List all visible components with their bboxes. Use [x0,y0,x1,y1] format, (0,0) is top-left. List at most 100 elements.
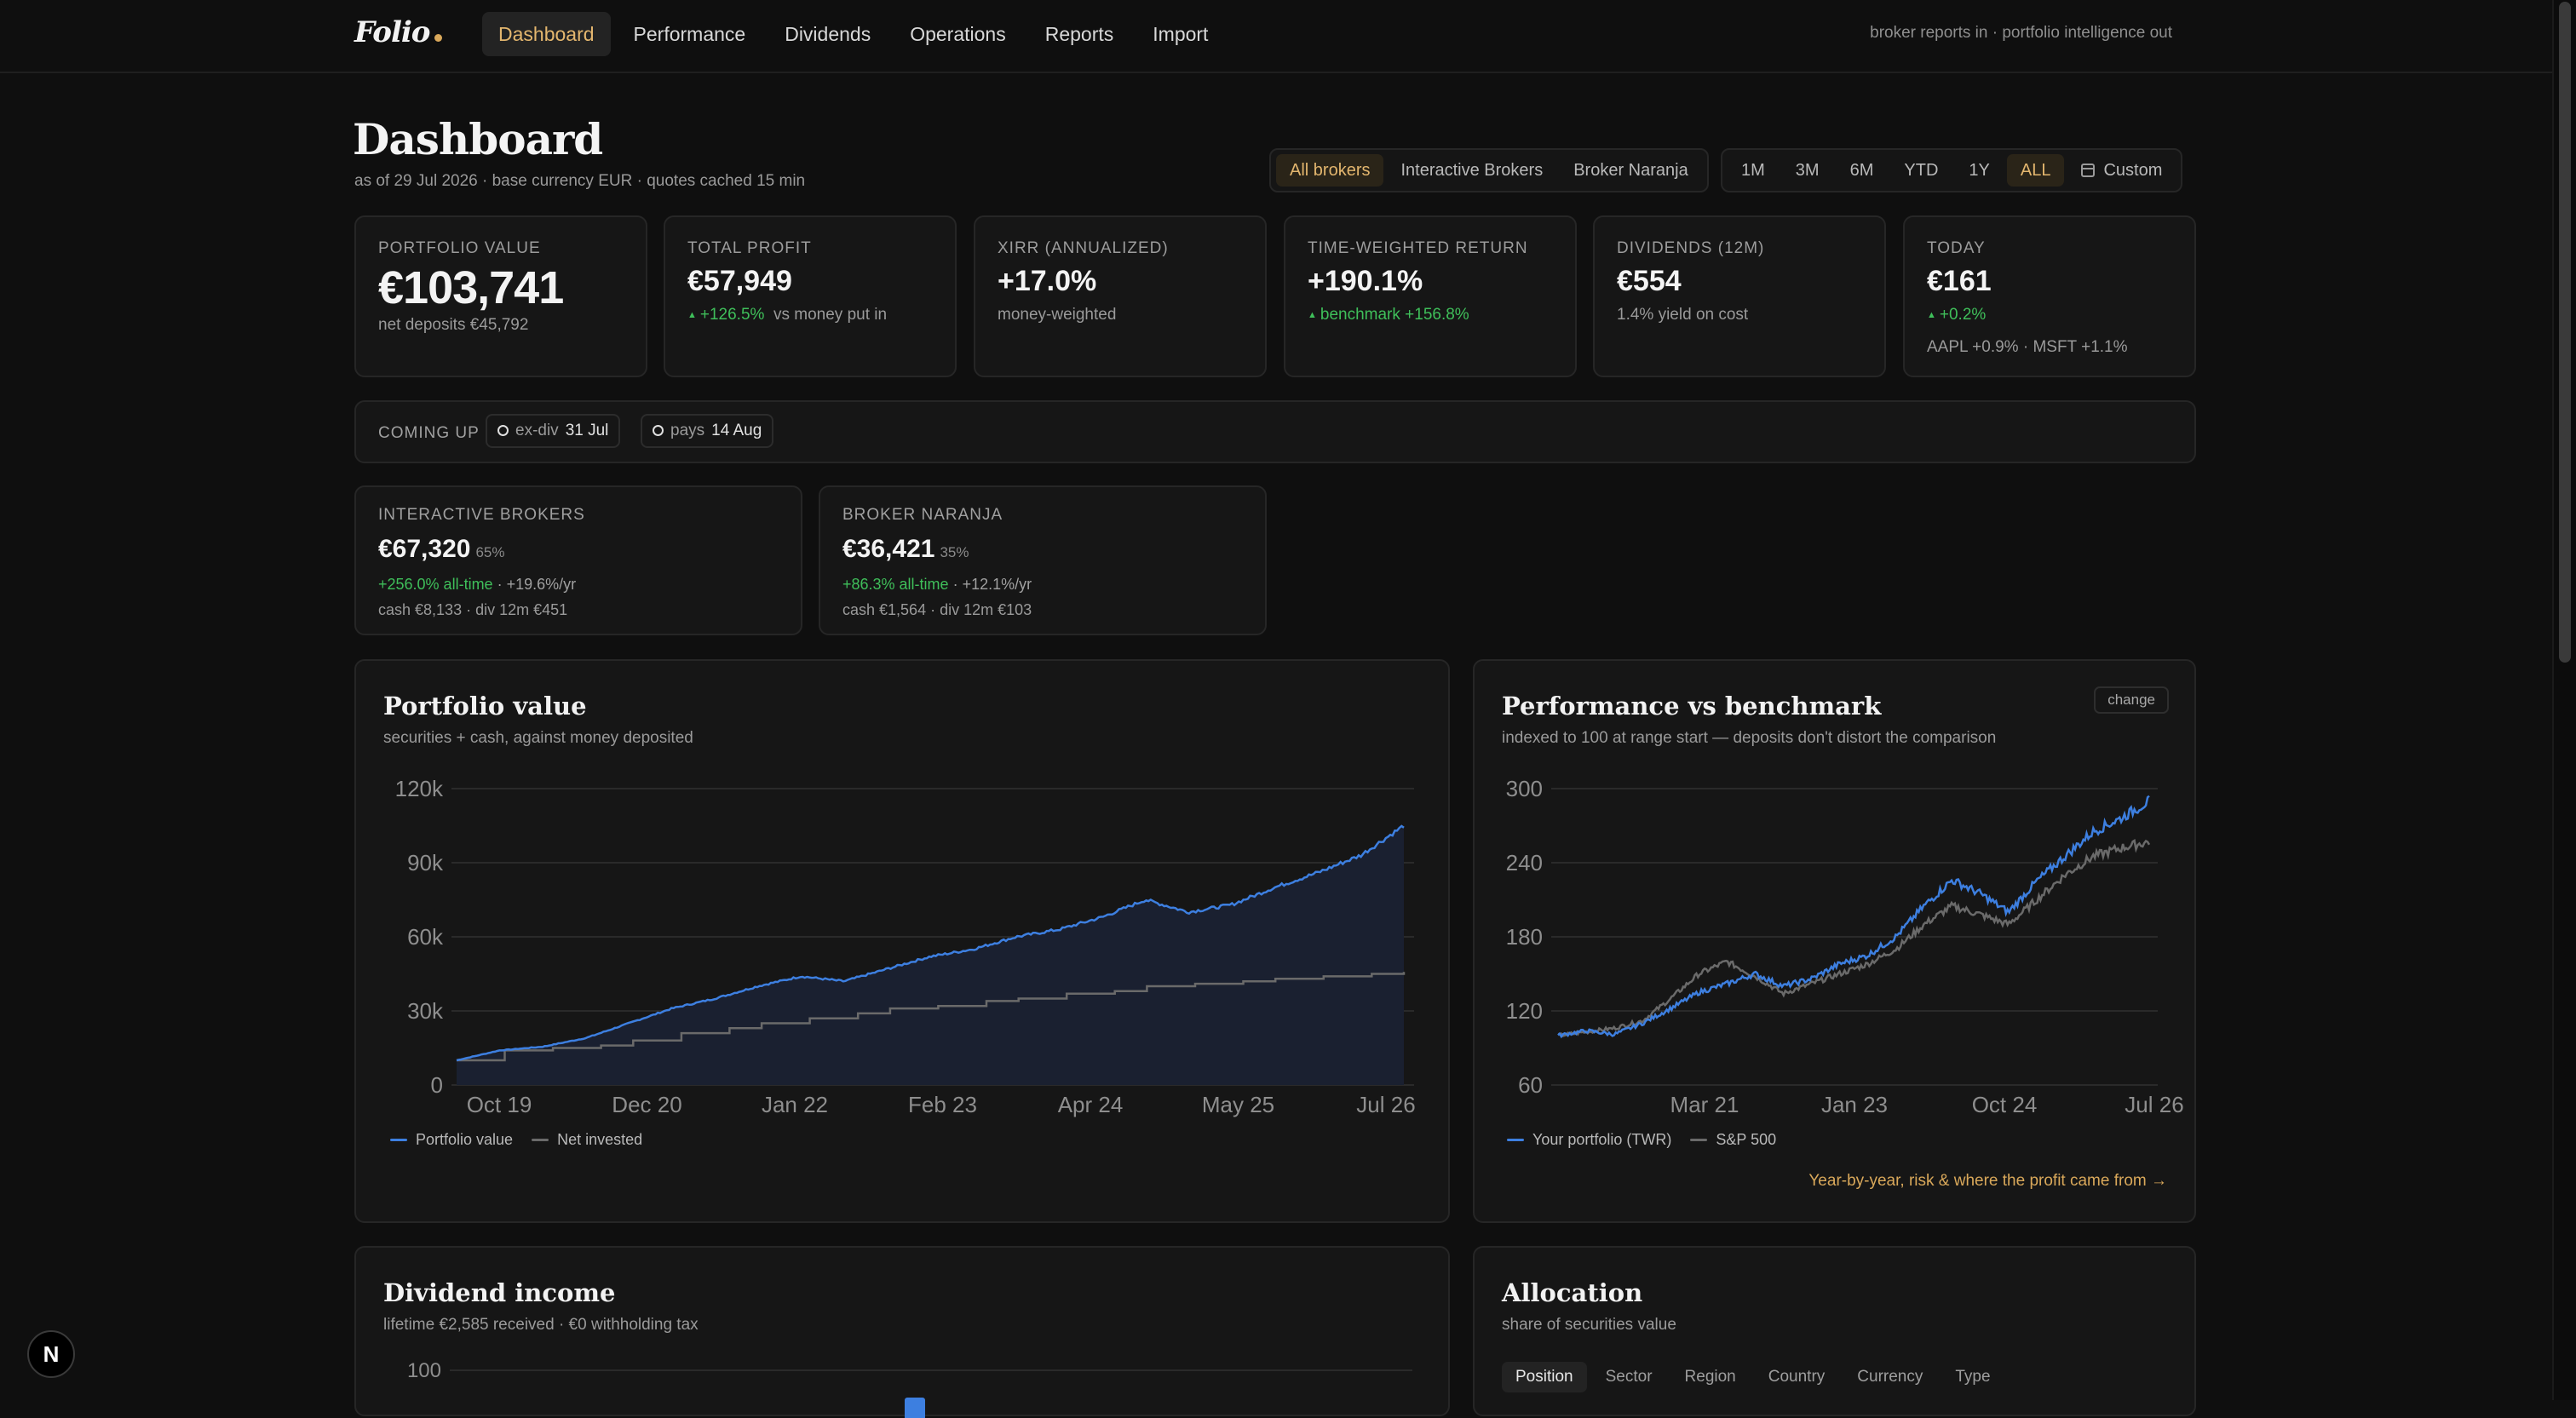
y-tick-label: 0 [431,1072,443,1098]
allocation-tabs: Position Sector Region Country Currency … [1502,1362,2004,1392]
y-tick-label: 100 [407,1359,441,1382]
kpi-change: ▲ benchmark +156.8% [1308,306,1469,324]
coming-up-bar: COMING UP ex-div 31 Jul pays 14 Aug [354,400,2196,463]
chart-subtitle: share of securities value [1502,1316,1676,1334]
app-logo[interactable]: Folio [354,15,443,49]
x-tick-label: Mar 21 [1670,1092,1739,1117]
broker-card-naranja[interactable]: BROKER NARANJA €36,421 35% +86.3% all-tim… [819,485,1267,635]
scrollbar-thumb[interactable] [2559,2,2571,663]
filter-interactive-brokers[interactable]: Interactive Brokers [1400,161,1544,180]
legend-item: S&P 500 [1690,1131,1776,1149]
tab-currency[interactable]: Currency [1857,1368,1923,1386]
kpi-value: €57,949 [687,265,792,297]
nav-performance[interactable]: Performance [633,23,746,45]
legend-swatch-icon [1507,1139,1524,1141]
legend-swatch-icon [1690,1139,1708,1141]
nav-dashboard[interactable]: Dashboard [482,12,611,56]
scrollbar[interactable] [2552,0,2576,1400]
tab-position[interactable]: Position [1502,1362,1587,1392]
next-dev-badge[interactable]: N [27,1330,75,1378]
x-tick-label: Oct 19 [467,1092,532,1117]
x-tick-label: Feb 23 [908,1092,977,1117]
portfolio-value-chart: 0 30k 60k 90k 120k Oct 19 Dec 20 Jan 22 Feb 23 Ap… [395,776,1416,1117]
broker-name: BROKER NARANJA [842,506,1003,524]
chart-legend: Your portfolio (TWR) S&P 500 [1507,1131,1776,1149]
benchmark-chart: 60 120 180 240 300 Mar 21 Jan 23 Oct 24 Jul 26 [1506,776,2184,1117]
event-chip-pays[interactable]: pays 14 Aug [641,414,774,448]
chart-title: Allocation [1502,1278,1643,1307]
legend-item: Net invested [532,1131,642,1149]
kpi-portfolio-value: PORTFOLIO VALUE €103,741 net deposits €4… [354,215,647,377]
range-1m[interactable]: 1M [1741,161,1765,180]
broker-name: INTERACTIVE BROKERS [378,506,585,524]
chart-title: Dividend income [383,1278,616,1307]
dividend-chart: 100 [407,1359,1412,1418]
ring-icon [497,425,509,436]
change-benchmark-button[interactable]: change [2094,686,2169,714]
x-tick-label: Oct 24 [1972,1092,2038,1117]
coming-up-label: COMING UP [378,424,480,442]
broker-return: +256.0% all-time · +19.6%/yr [378,576,577,593]
broker-filter: All brokers Interactive Brokers Broker N… [1269,148,1709,192]
x-tick-label: Jan 22 [762,1092,828,1117]
calendar-icon [2081,164,2096,177]
range-1y[interactable]: 1Y [1969,161,1990,180]
y-tick-label: 30k [407,998,444,1024]
event-chip-exdiv[interactable]: ex-div 31 Jul [486,414,621,448]
kpi-twr: TIME-WEIGHTED RETURN +190.1% ▲ benchmark … [1284,215,1577,377]
up-triangle-icon: ▲ [1308,310,1317,320]
y-tick-label: 120 [1506,998,1543,1024]
range-selector: 1M 3M 6M YTD 1Y ALL Custom [1721,148,2183,192]
kpi-value: €161 [1927,265,1992,297]
kpi-sub: money-weighted [998,306,1117,324]
x-tick-label: Dec 20 [612,1092,681,1117]
range-6m[interactable]: 6M [1849,161,1874,180]
top-nav: Folio Dashboard Performance Dividends Op… [0,0,2552,73]
x-tick-label: Jan 23 [1821,1092,1888,1117]
performance-details-link[interactable]: Year-by-year, risk & where the profit ca… [1808,1172,2167,1190]
kpi-label: PORTFOLIO VALUE [378,239,541,257]
tab-sector[interactable]: Sector [1605,1368,1653,1386]
range-ytd[interactable]: YTD [1904,161,1939,180]
up-triangle-icon: ▲ [687,310,697,320]
portfolio-value-card: Portfolio value securities + cash, again… [354,659,1450,1223]
chart-title: Performance vs benchmark [1502,692,1882,720]
broker-value: €36,421 35% [842,535,969,563]
y-tick-label: 120k [395,776,444,801]
filter-broker-naranja[interactable]: Broker Naranja [1573,161,1688,180]
kpi-label: TODAY [1927,239,1986,257]
y-tick-label: 60 [1518,1072,1543,1098]
filter-all-brokers[interactable]: All brokers [1276,154,1384,187]
range-all[interactable]: ALL [2006,154,2065,187]
portfolio-twr-line [1557,795,2150,1039]
chart-subtitle: lifetime €2,585 received · €0 withholdin… [383,1316,699,1334]
kpi-total-profit: TOTAL PROFIT €57,949 ▲ +126.5% vs money p… [664,215,957,377]
broker-detail: cash €8,133 · div 12m €451 [378,601,568,618]
broker-card-interactive[interactable]: INTERACTIVE BROKERS €67,320 65% +256.0% a… [354,485,802,635]
range-3m[interactable]: 3M [1795,161,1820,180]
nav-dividends[interactable]: Dividends [785,23,871,45]
broker-value: €67,320 65% [378,535,505,563]
kpi-change: ▲ +126.5% vs money put in [687,306,888,324]
kpi-label: XIRR (ANNUALIZED) [998,239,1169,257]
tab-region[interactable]: Region [1684,1368,1736,1386]
nav-import[interactable]: Import [1153,23,1209,45]
nav-operations[interactable]: Operations [910,23,1006,45]
logo-dot-icon [434,34,443,42]
broker-return: +86.3% all-time · +12.1%/yr [842,576,1032,593]
nav-reports[interactable]: Reports [1044,23,1114,45]
x-tick-label: Apr 24 [1058,1092,1124,1117]
range-custom[interactable]: Custom [2067,154,2176,187]
broker-detail: cash €1,564 · div 12m €103 [842,601,1032,618]
up-triangle-icon: ▲ [1927,310,1936,320]
tab-country[interactable]: Country [1768,1368,1826,1386]
tab-type[interactable]: Type [1955,1368,1991,1386]
legend-item: Portfolio value [390,1131,513,1149]
dividend-bar [905,1398,925,1418]
x-tick-label: May 25 [1202,1092,1274,1117]
kpi-change: ▲ +0.2% [1927,306,1987,324]
kpi-value: €554 [1617,265,1682,297]
kpi-label: TIME-WEIGHTED RETURN [1308,239,1528,257]
page-subtitle: as of 29 Jul 2026 · base currency EUR · … [354,172,806,190]
legend-swatch-icon [390,1139,407,1141]
